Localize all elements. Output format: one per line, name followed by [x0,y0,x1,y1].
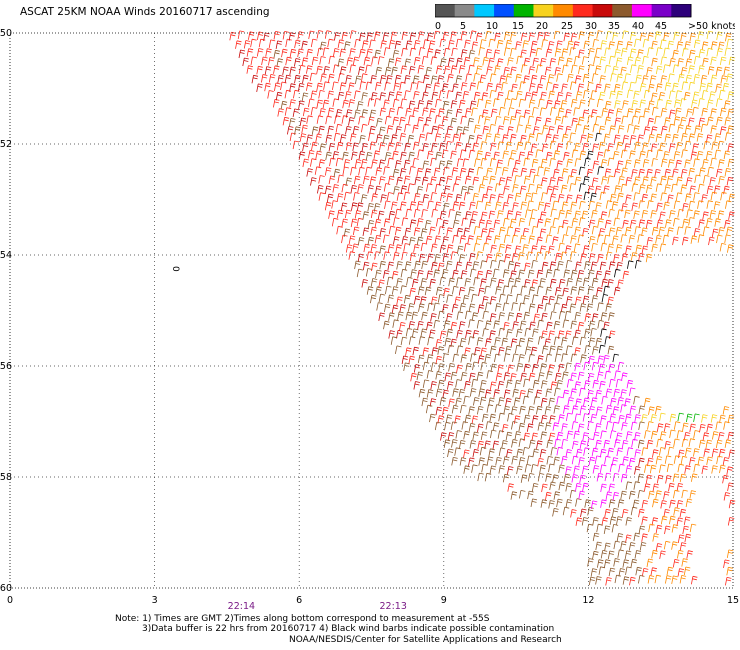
axis-tick-labels: 0 3 6 9 12 15 -50 -52 -54 -56 -58 -60 22:14 22:13 0 [0,28,739,612]
scale-swatch [454,4,475,17]
scale-tick-label: 30 [585,21,597,32]
contour-label: 0 [170,266,180,272]
x-tick-label: 15 [727,595,739,606]
y-tick-label: -54 [0,250,12,261]
wind-barb-group [552,355,641,509]
y-tick-label: -50 [0,28,12,39]
wind-barb-group [471,30,735,584]
y-tick-label: -52 [0,139,12,150]
scale-tick-label: 15 [512,21,524,32]
scale-tick-label: 0 [435,21,441,32]
wind-barb-group [578,132,642,363]
note-line-3: NOAA/NESDIS/Center for Satellite Applica… [289,634,562,645]
scale-swatch [513,4,534,17]
wind-barb-group [229,30,736,586]
wind-barb-group [273,41,647,586]
map-title: ASCAT 25KM NOAA Winds 20160717 ascending [20,6,270,18]
wind-barb-map: 0 3 6 9 12 15 -50 -52 -54 -56 -58 -60 22:14 22:13 0 [0,28,739,612]
scale-tick-label: 20 [536,21,548,32]
x-tick-label: 6 [296,595,302,606]
x-tick-label: 3 [152,595,158,606]
x-tick-label: 9 [441,595,447,606]
scale-tick-label: 45 [655,21,667,32]
scale-swatch [435,4,456,17]
wind-barb-group [677,412,700,423]
lat-lon-grid [10,33,733,588]
time-label: 22:14 [228,601,255,612]
scale-swatch [474,4,495,17]
footnotes: Note: 1) Times are GMT 2)Times along bot… [0,614,740,645]
scale-swatch [572,4,594,17]
scale-tick-label: 10 [486,21,498,32]
wind-barb-group [598,30,736,423]
scale-tick-label: 5 [460,21,466,32]
scale-tick-label: 25 [561,21,573,32]
scale-tick-label: 35 [608,21,620,32]
x-tick-label: 12 [582,595,594,606]
wind-barbs-swath [229,30,736,586]
note-line-2: 3)Data buffer is 22 hrs from 20160717 4)… [142,624,555,635]
scale-swatch [494,4,515,17]
scale-swatch [533,4,554,17]
scale-swatch [553,4,574,17]
scale-swatch [631,4,653,17]
scale-tick-label: 40 [632,21,644,32]
y-tick-label: -60 [0,583,12,594]
scale-swatch [671,4,692,17]
note-line-1: Note: 1) Times are GMT 2)Times along bot… [115,614,490,624]
y-tick-label: -58 [0,472,12,483]
scale-tick-label: >50 knots [688,21,735,32]
scale-swatch [651,4,672,17]
wind-speed-color-scale: 0 5 10 15 20 25 30 35 40 45 >50 knots [435,4,735,32]
time-label: 22:13 [379,601,406,612]
y-tick-label: -56 [0,361,12,372]
x-tick-label: 0 [7,595,13,606]
scale-swatch [612,4,633,17]
wind-barb-group [238,32,645,518]
scale-swatch [592,4,613,17]
